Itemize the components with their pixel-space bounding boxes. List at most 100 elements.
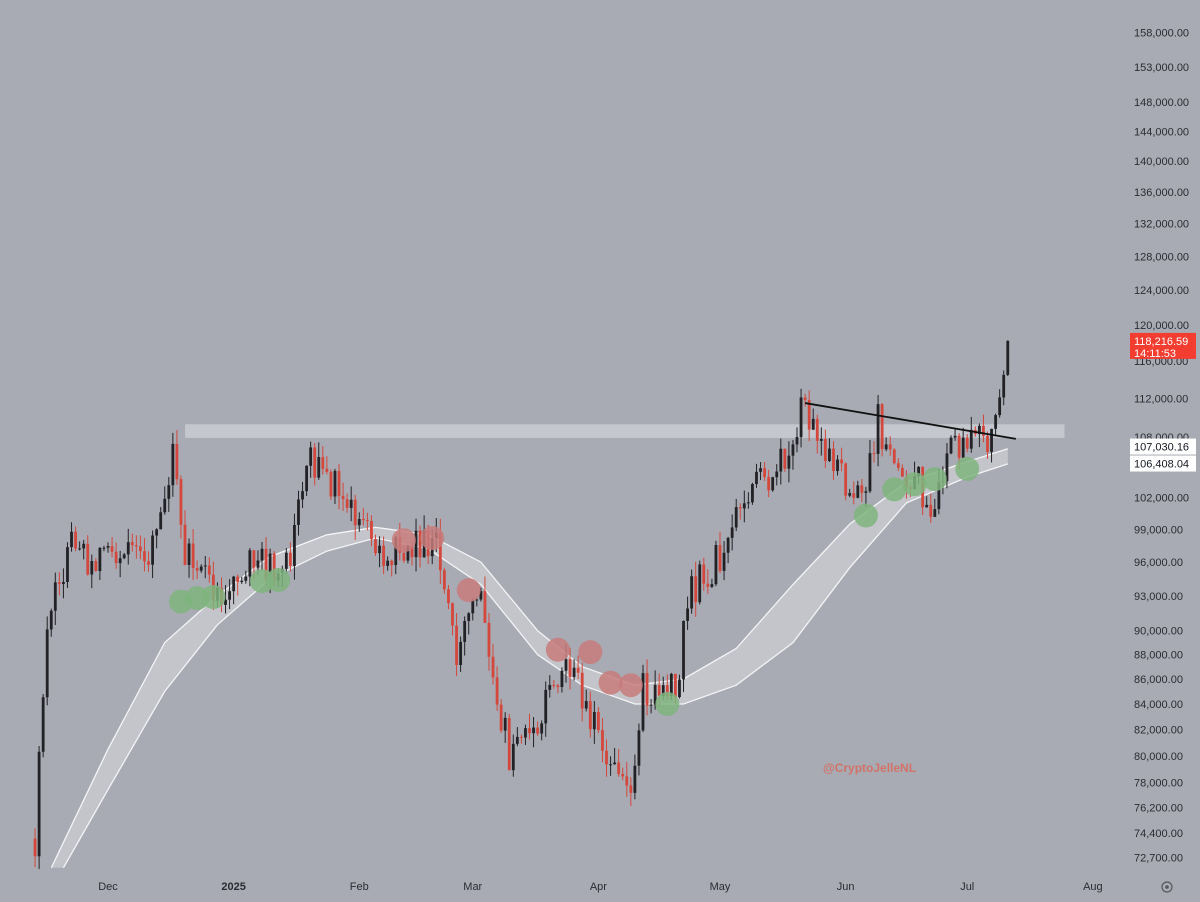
candle <box>548 675 552 698</box>
candle <box>357 512 361 532</box>
candle-body <box>621 774 625 777</box>
candle <box>925 496 929 508</box>
touch-markers <box>168 456 980 716</box>
candle <box>499 699 503 733</box>
candle-body <box>625 776 629 786</box>
y-tick-label: 86,000.00 <box>1134 674 1183 686</box>
candle-body <box>244 576 248 581</box>
candle <box>933 498 937 518</box>
candle-body <box>349 499 353 508</box>
x-tick-label: Mar <box>463 881 482 893</box>
candle <box>41 694 45 758</box>
candle <box>33 828 37 868</box>
candle <box>62 568 65 599</box>
candle-body <box>759 468 762 472</box>
candle-body <box>896 463 900 468</box>
candle-body <box>698 564 702 603</box>
x-axis[interactable]: Dec 2025 Feb Mar Apr May Jun Jul Aug <box>98 881 1102 893</box>
candle-body <box>629 785 633 793</box>
candle <box>767 469 771 498</box>
candle <box>207 557 211 583</box>
candle <box>471 598 475 621</box>
candle-body <box>544 689 548 724</box>
candle-body <box>451 603 454 626</box>
candle <box>1002 370 1006 406</box>
candle-body <box>929 504 933 517</box>
candle-body <box>130 542 134 546</box>
candle <box>483 576 487 623</box>
candle-body <box>232 576 236 592</box>
candle-body <box>418 530 422 558</box>
candle-body <box>151 535 154 565</box>
candle-body <box>641 673 645 731</box>
candle-body <box>503 717 507 731</box>
candle-body <box>41 697 45 752</box>
candle-body <box>353 499 357 526</box>
candle-body <box>823 438 827 462</box>
candle <box>284 548 288 574</box>
candle-body <box>53 582 57 611</box>
candle-body <box>341 495 345 500</box>
red-touch-marker <box>598 670 623 695</box>
candle-body <box>815 418 819 441</box>
candle <box>811 408 815 430</box>
candle <box>730 514 734 551</box>
candle <box>520 734 523 744</box>
candle <box>341 482 345 511</box>
candle <box>155 528 159 549</box>
candle-body <box>844 463 848 496</box>
candle-body <box>767 477 771 491</box>
candle-body <box>965 437 969 449</box>
trendline <box>804 402 1017 440</box>
candle <box>442 567 446 594</box>
y-axis[interactable]: 158,000.00 153,000.00 148,000.00 144,000.00… <box>1134 28 1189 865</box>
candle <box>799 388 803 448</box>
candle-body <box>933 509 937 517</box>
candle-body <box>171 443 175 486</box>
candle <box>572 659 576 681</box>
candle-body <box>755 471 758 485</box>
candle-body <box>70 531 73 548</box>
candle-body <box>337 470 341 496</box>
candle-body <box>584 701 588 709</box>
candle <box>977 423 981 448</box>
candle-body <box>682 620 685 680</box>
candle <box>568 647 572 690</box>
candle <box>82 539 86 560</box>
candle <box>386 556 390 571</box>
candle-body <box>57 582 61 584</box>
y-tick-label: 84,000.00 <box>1134 699 1183 711</box>
green-touch-marker <box>955 456 980 481</box>
x-tick-label: Feb <box>350 881 369 893</box>
candle-body <box>690 576 694 609</box>
candle <box>787 441 791 483</box>
y-tick-label: 144,000.00 <box>1134 126 1189 138</box>
y-tick-label: 82,000.00 <box>1134 725 1183 737</box>
candle <box>126 528 130 565</box>
candle <box>698 560 702 605</box>
candle-body <box>66 547 69 582</box>
candle <box>994 413 998 435</box>
green-touch-marker <box>882 477 907 502</box>
candle-body <box>410 545 414 558</box>
candle <box>722 541 726 581</box>
candle <box>102 545 106 552</box>
candle-body <box>491 656 495 678</box>
candle-body <box>471 600 475 614</box>
candle <box>588 691 592 738</box>
candle-body <box>365 520 369 522</box>
candle-body <box>378 545 381 554</box>
candle-body <box>649 704 653 706</box>
candle-body <box>872 453 876 455</box>
candle-body <box>370 520 373 540</box>
candle <box>143 538 146 572</box>
settings-gear-icon[interactable] <box>1161 881 1173 893</box>
candle <box>791 439 795 470</box>
candle <box>345 493 349 513</box>
y-tick-label: 116,000.00 <box>1134 356 1188 368</box>
candle-body <box>653 684 657 705</box>
candle <box>694 561 698 617</box>
candle <box>491 643 495 685</box>
